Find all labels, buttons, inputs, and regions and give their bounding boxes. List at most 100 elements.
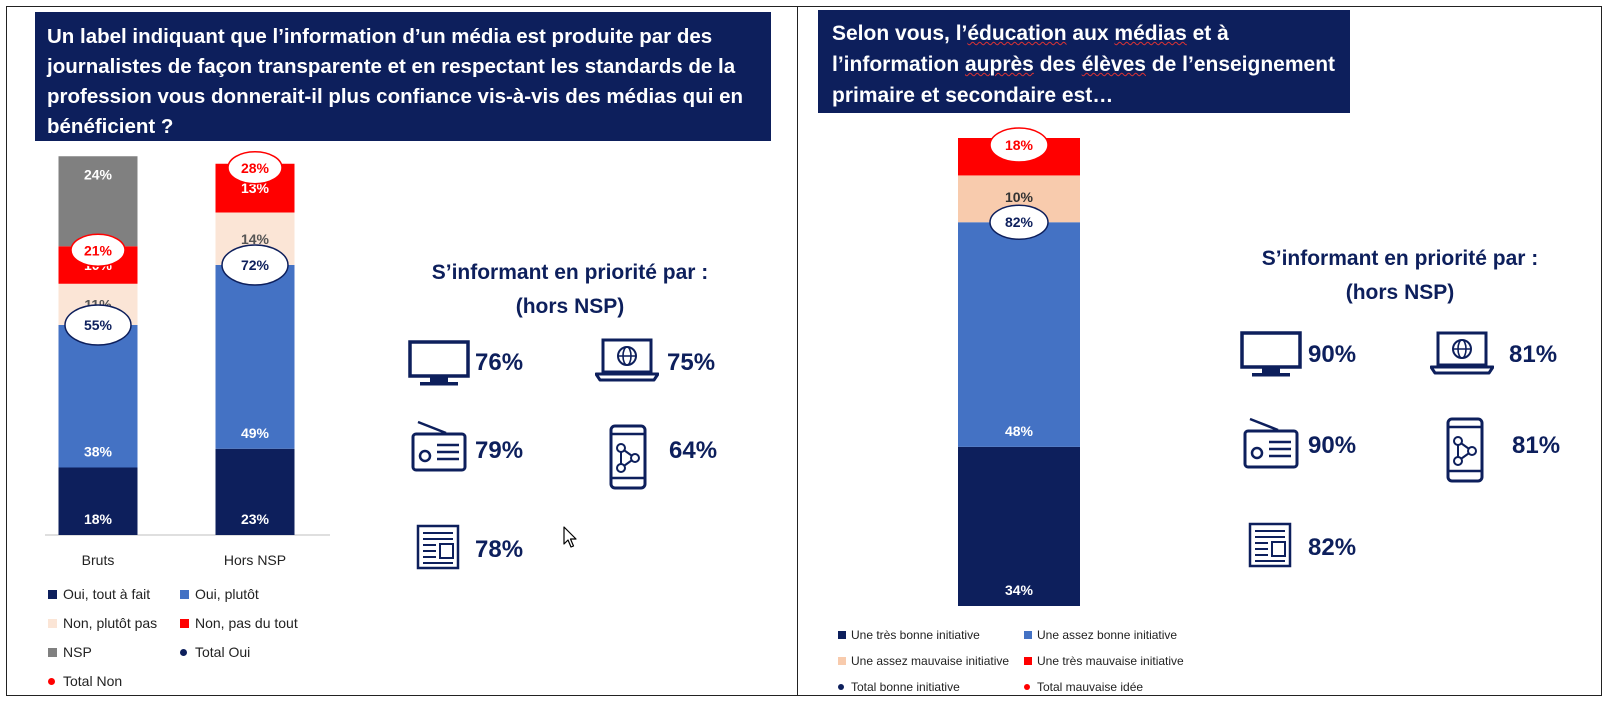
total-bonne-bubble bbox=[989, 204, 1049, 240]
right-newspaper-value: 82% bbox=[1308, 534, 1357, 561]
laptop-icon bbox=[595, 338, 659, 382]
segment-label: 23% bbox=[241, 511, 270, 527]
segment-label: 49% bbox=[241, 425, 270, 441]
legend-dot bbox=[48, 677, 55, 685]
legend-label: Une très mauvaise initiative bbox=[1037, 654, 1184, 668]
total-oui-label: 72% bbox=[241, 257, 270, 273]
left-newspaper-value: 78% bbox=[475, 536, 524, 563]
legend-label: NSP bbox=[63, 644, 92, 660]
legend-item: Non, plutôt pas bbox=[48, 615, 157, 631]
total-non-label: 28% bbox=[241, 160, 270, 176]
legend-label: Une assez bonne initiative bbox=[1037, 628, 1178, 642]
title-part: élèves bbox=[1081, 53, 1146, 76]
title-part: des bbox=[1033, 53, 1082, 76]
legend-item: Oui, plutôt bbox=[180, 586, 259, 602]
side-title-line: S’informant en priorité par : bbox=[431, 261, 709, 284]
title-part: et à l’information bbox=[832, 22, 1229, 76]
legend-label: Total Oui bbox=[195, 644, 251, 660]
bar-segment bbox=[58, 156, 138, 247]
title-part: médias bbox=[1114, 22, 1187, 45]
category-label: Bruts bbox=[82, 552, 115, 568]
screenshot-frame bbox=[6, 6, 1602, 696]
legend-swatch bbox=[838, 656, 846, 665]
segment-label: 10% bbox=[1005, 189, 1034, 205]
total-bonne-label: 82% bbox=[1005, 214, 1034, 230]
right-side-title: S’informant en priorité par : (hors NSP) bbox=[1230, 242, 1570, 310]
legend-swatch bbox=[838, 630, 846, 639]
newspaper-icon bbox=[416, 524, 460, 570]
right-question-title: Selon vous, l’éducation aux médias et à … bbox=[818, 10, 1350, 113]
smartphone-icon bbox=[609, 424, 647, 490]
segment-label: 48% bbox=[1005, 423, 1034, 439]
legend-item: Total Oui bbox=[180, 644, 250, 660]
legend-item: Non, pas du tout bbox=[180, 615, 298, 631]
tv-icon bbox=[408, 340, 470, 386]
total-oui-bubble bbox=[221, 244, 289, 286]
tv-icon bbox=[1240, 331, 1302, 377]
left-smartphone-value: 64% bbox=[669, 437, 718, 464]
newspaper-icon bbox=[1248, 522, 1292, 568]
legend-swatch bbox=[1024, 630, 1032, 639]
legend-item: Total Non bbox=[48, 673, 122, 689]
category-label: Hors NSP bbox=[224, 552, 286, 568]
smartphone-icon bbox=[1446, 417, 1484, 483]
laptop-icon bbox=[1430, 331, 1494, 375]
total-non-bubble bbox=[227, 151, 283, 185]
side-title-line: (hors NSP) bbox=[1345, 281, 1455, 304]
left-radio-value: 79% bbox=[475, 437, 524, 464]
total-non-bubble bbox=[70, 233, 126, 267]
segment-label: 38% bbox=[84, 444, 113, 460]
bar-segment bbox=[958, 446, 1080, 606]
bar-segment bbox=[215, 448, 295, 535]
legend-item: Une très bonne initiative bbox=[838, 628, 980, 642]
title-part: auprès bbox=[965, 53, 1034, 76]
left-question-title: Un label indiquant que l’information d’u… bbox=[35, 12, 771, 141]
legend-item: Une assez bonne initiative bbox=[1024, 628, 1177, 642]
legend-label: Total Non bbox=[63, 673, 123, 689]
legend-label: Non, pas du tout bbox=[195, 615, 298, 631]
legend-label: Non, plutôt pas bbox=[63, 615, 158, 631]
mouse-cursor-icon bbox=[563, 526, 577, 548]
title-part: de l’enseignement primaire et secondaire… bbox=[832, 53, 1336, 107]
legend-dot bbox=[1024, 683, 1030, 690]
right-laptop-value: 81% bbox=[1509, 341, 1558, 368]
bar-segment bbox=[58, 467, 138, 535]
segment-label: 18% bbox=[84, 511, 113, 527]
legend-item: Oui, tout à fait bbox=[48, 586, 150, 602]
legend-swatch bbox=[180, 618, 189, 628]
segment-label: 34% bbox=[1005, 582, 1034, 598]
legend-item: Une très mauvaise initiative bbox=[1024, 654, 1184, 668]
legend-label: Oui, tout à fait bbox=[63, 586, 151, 602]
segment-label: 13% bbox=[241, 180, 270, 196]
total-non-label: 21% bbox=[84, 242, 113, 258]
left-side-title: S’informant en priorité par : (hors NSP) bbox=[400, 256, 740, 324]
total-oui-label: 55% bbox=[84, 317, 113, 333]
title-part: Selon vous, l’ bbox=[832, 22, 968, 45]
legend-item: Une assez mauvaise initiative bbox=[838, 654, 1009, 668]
legend-label: Total bonne initiative bbox=[851, 680, 960, 694]
legend-label: Une assez mauvaise initiative bbox=[851, 654, 1010, 668]
legend-item: NSP bbox=[48, 644, 92, 660]
side-title-line: S’informant en priorité par : bbox=[1261, 247, 1539, 270]
radio-icon bbox=[1243, 417, 1299, 469]
legend-dot bbox=[180, 648, 187, 656]
left-tv-value: 76% bbox=[475, 349, 524, 376]
left-laptop-value: 75% bbox=[667, 349, 716, 376]
right-radio-value: 90% bbox=[1308, 432, 1357, 459]
bar-segment bbox=[215, 265, 295, 449]
legend-label: Une très bonne initiative bbox=[851, 628, 980, 642]
legend-swatch bbox=[48, 589, 57, 599]
title-part: aux bbox=[1066, 22, 1115, 45]
radio-icon bbox=[411, 420, 467, 472]
bar-segment bbox=[958, 222, 1080, 447]
total-mauvaise-bubble bbox=[989, 127, 1049, 163]
total-mauvaise-label: 18% bbox=[1005, 137, 1034, 153]
legend-dot bbox=[838, 683, 844, 690]
right-smartphone-value: 81% bbox=[1512, 432, 1561, 459]
legend-item: Total bonne initiative bbox=[838, 680, 960, 694]
right-tv-value: 90% bbox=[1308, 341, 1357, 368]
total-oui-bubble bbox=[64, 304, 132, 346]
legend-swatch bbox=[48, 647, 57, 657]
legend-swatch bbox=[48, 618, 57, 628]
